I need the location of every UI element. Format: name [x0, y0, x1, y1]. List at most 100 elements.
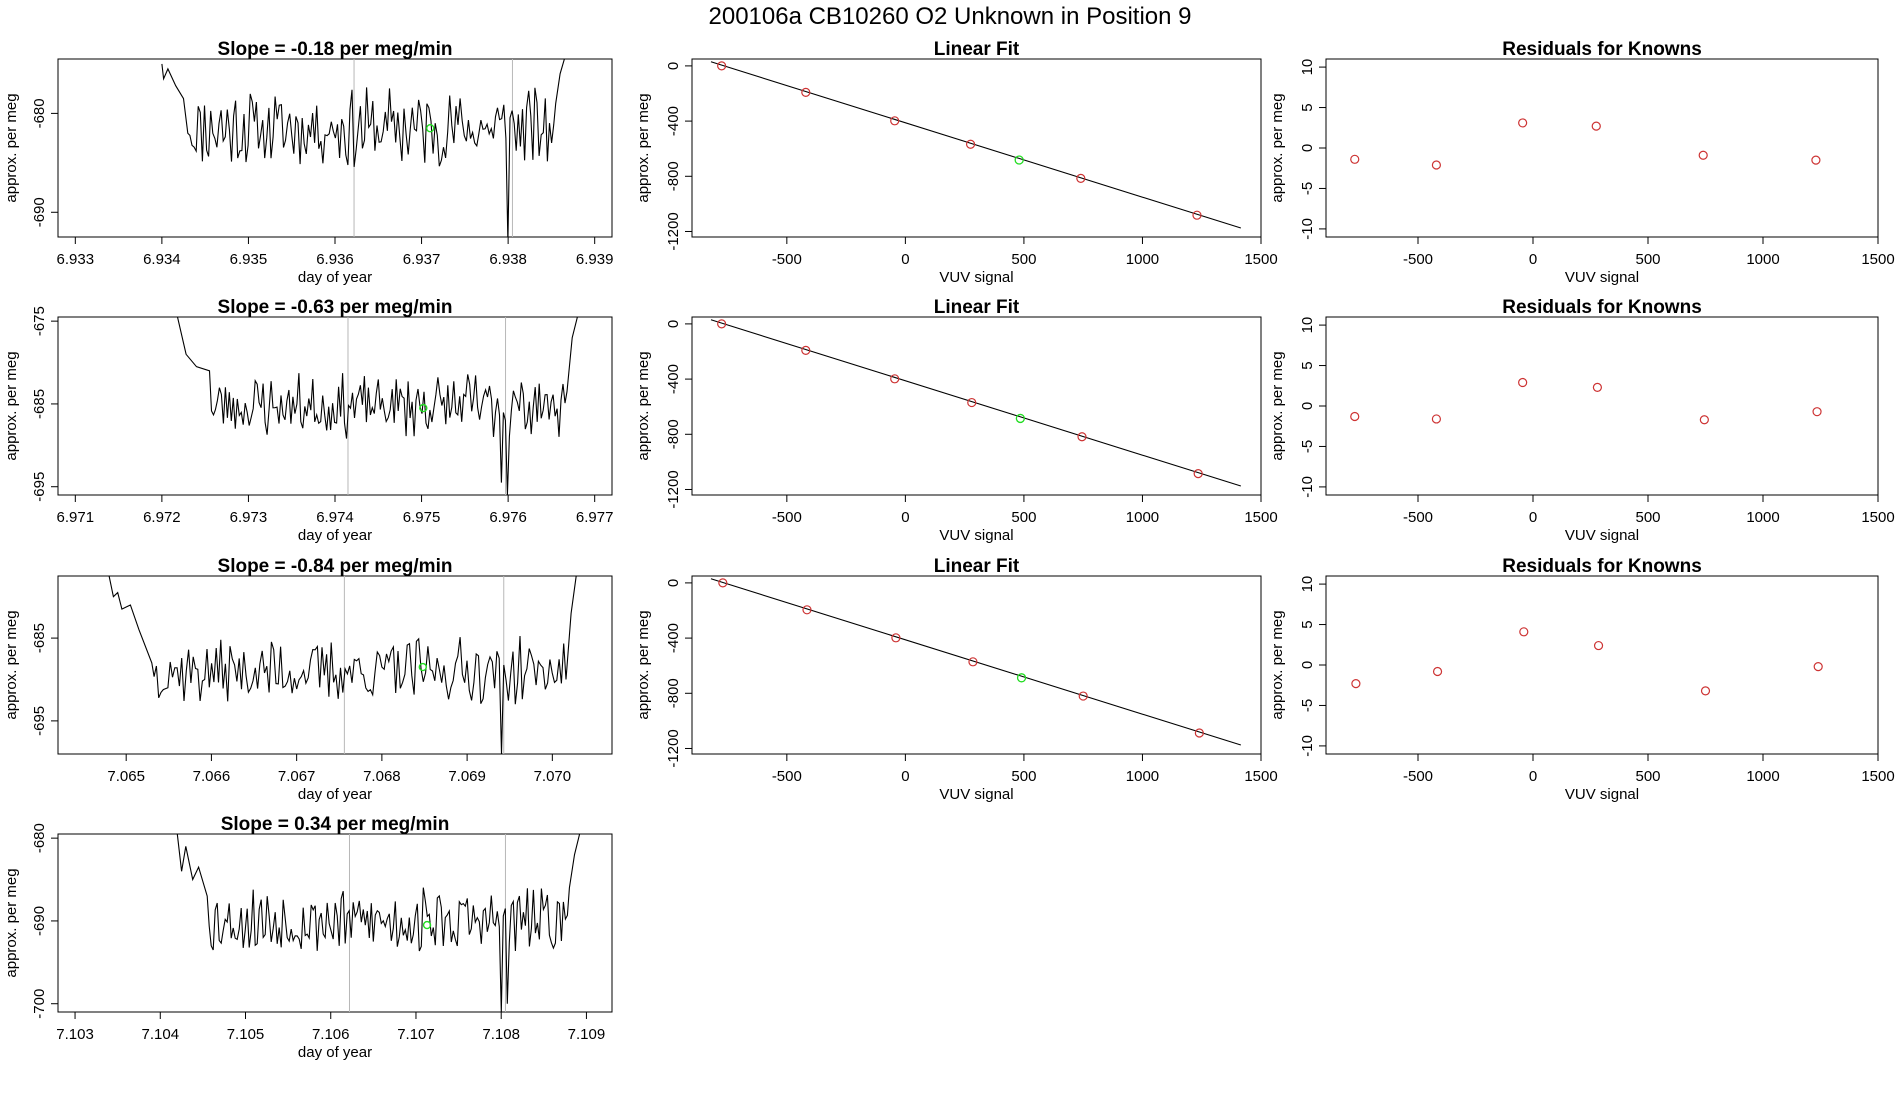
panel-5-x-tick-label: 500	[1635, 509, 1660, 526]
panel-4-known-point	[890, 374, 900, 384]
panel-8-residual-point	[1700, 686, 1711, 696]
panel-5-y-axis-label: approx. per meg	[1269, 351, 1286, 460]
panel-2-x-tick-label: 0	[1529, 251, 1537, 268]
panel-8-plot-frame	[1325, 575, 1879, 755]
panel-5-residual-point	[1812, 407, 1822, 417]
panel-1-x-tick-label: -500	[772, 251, 802, 268]
panel-6-plot-frame	[57, 575, 613, 755]
panel-4-x-tick-label: 0	[901, 509, 909, 526]
panel-7-fit-line	[710, 578, 1242, 746]
panel-1-title: Linear Fit	[934, 39, 1020, 60]
panel-6-x-tick-label: 7.066	[193, 768, 231, 785]
panel-7-known-point	[718, 578, 728, 588]
panel-8-x-tick-label: 0	[1529, 768, 1537, 785]
panel-1-known-point	[717, 61, 727, 71]
panel-6-x-tick-label: 7.065	[107, 768, 145, 785]
panel-2-x-tick-label: 500	[1635, 251, 1660, 268]
panel-2-y-tick-label: 5	[1299, 103, 1316, 111]
panel-0-y-tick-label: -680	[31, 98, 48, 128]
panel-9-title: Slope = 0.34 per meg/min	[221, 814, 450, 835]
panel-2-residual-point	[1698, 150, 1708, 160]
panel-8-x-axis-label: VUV signal	[1565, 786, 1639, 803]
panel-7-known-point	[1194, 728, 1204, 738]
panel-7-x-tick-label: 1500	[1244, 768, 1277, 785]
panel-4-y-tick-label: -400	[665, 364, 682, 394]
panel-0-x-tick-label: 6.935	[230, 251, 268, 268]
panel-5-plot-frame	[1325, 316, 1879, 496]
panel-6-unknown-point	[418, 662, 427, 672]
panel-4-x-axis-label: VUV signal	[939, 527, 1013, 544]
panel-9-x-axis-label: day of year	[298, 1044, 372, 1061]
panel-6-y-tick-label: -695	[31, 706, 48, 736]
panel-5-y-tick-label: 5	[1299, 361, 1316, 369]
panel-0-title: Slope = -0.18 per meg/min	[218, 39, 453, 60]
panel-1-known-point	[1192, 210, 1202, 220]
panel-4-x-tick-label: -500	[772, 509, 802, 526]
panel-2-x-tick-label: 1000	[1746, 251, 1779, 268]
panel-7-y-tick-label: -400	[665, 623, 682, 653]
panel-6-y-axis-label: approx. per meg	[3, 610, 20, 719]
panel-5-x-tick-label: 1500	[1861, 509, 1894, 526]
page-title: 200106a CB10260 O2 Unknown in Position 9	[708, 3, 1192, 30]
panel-5-x-tick-label: -500	[1403, 509, 1433, 526]
panel-8-y-tick-label: 10	[1299, 576, 1316, 593]
panel-7-y-tick-label: -1200	[665, 729, 682, 767]
panel-5-y-tick-label: 0	[1299, 402, 1316, 410]
panel-2-title: Residuals for Knowns	[1502, 39, 1702, 60]
panel-0-y-tick-label: -690	[31, 197, 48, 227]
panel-3-y-tick-label: -695	[31, 472, 48, 502]
panel-8-residual-point	[1432, 666, 1443, 677]
panel-5-residual-point	[1699, 415, 1709, 425]
panel-1-y-axis-label: approx. per meg	[635, 93, 652, 202]
panel-1-y-tick-label: 0	[665, 62, 682, 70]
panel-4-known-point	[717, 319, 727, 329]
panel-5-residual-point	[1431, 414, 1442, 424]
panel-8-y-tick-label: -5	[1299, 699, 1316, 712]
panel-3-x-tick-label: 6.975	[403, 509, 441, 526]
panel-7-x-tick-label: -500	[772, 768, 802, 785]
panel-8-y-tick-label: 0	[1299, 661, 1316, 669]
panel-7-x-axis-label: VUV signal	[939, 786, 1013, 803]
panel-8-residual-point	[1519, 627, 1529, 637]
panel-1-x-tick-label: 1000	[1126, 251, 1159, 268]
panel-0-x-tick-label: 6.938	[489, 251, 527, 268]
panel-6-x-tick-label: 7.069	[448, 768, 486, 785]
panel-9-x-tick-label: 7.104	[142, 1026, 180, 1043]
panel-4-x-tick-label: 1500	[1244, 509, 1277, 526]
panel-5-x-tick-label: 1000	[1746, 509, 1779, 526]
panel-9-x-tick-label: 7.108	[482, 1026, 520, 1043]
panel-4-unknown-point	[1015, 413, 1026, 424]
panel-7-plot-frame	[691, 575, 1262, 755]
panel-5-x-axis-label: VUV signal	[1565, 527, 1639, 544]
panel-4-known-point	[801, 345, 811, 355]
panel-9-y-tick-label: -680	[31, 823, 48, 853]
panel-2-x-axis-label: VUV signal	[1565, 269, 1639, 286]
panel-0-plot-frame	[57, 58, 613, 238]
panel-2-y-tick-label: -10	[1299, 218, 1316, 240]
panel-1-known-point	[1076, 173, 1086, 183]
panel-3-x-tick-label: 6.972	[143, 509, 181, 526]
panel-6-x-tick-label: 7.068	[363, 768, 401, 785]
panel-6-series-line	[108, 576, 577, 754]
panel-7-known-point	[802, 605, 812, 615]
panel-1-plot-frame	[691, 58, 1262, 238]
panel-9-x-tick-label: 7.103	[56, 1026, 94, 1043]
panel-0-x-tick-label: 6.937	[403, 251, 441, 268]
panel-7-known-point	[1078, 691, 1088, 701]
panel-2-residual-point	[1591, 121, 1601, 131]
panel-2-y-tick-label: -5	[1299, 182, 1316, 195]
panel-5-residual-point	[1592, 382, 1603, 392]
panel-1-known-point	[965, 139, 976, 149]
panel-9-plot-frame	[57, 833, 613, 1013]
panel-1-x-tick-label: 500	[1011, 251, 1036, 268]
panel-2-residual-point	[1518, 118, 1528, 128]
panel-1-y-tick-label: -1200	[665, 212, 682, 250]
panel-2-residual-point	[1350, 154, 1360, 164]
panel-4-x-tick-label: 500	[1011, 509, 1036, 526]
panel-6-x-axis-label: day of year	[298, 786, 372, 803]
panel-2-residual-point	[1811, 155, 1821, 165]
panel-0-series-line	[161, 59, 565, 237]
panel-3-y-tick-label: -675	[31, 306, 48, 336]
panel-0-unknown-point	[426, 124, 435, 133]
